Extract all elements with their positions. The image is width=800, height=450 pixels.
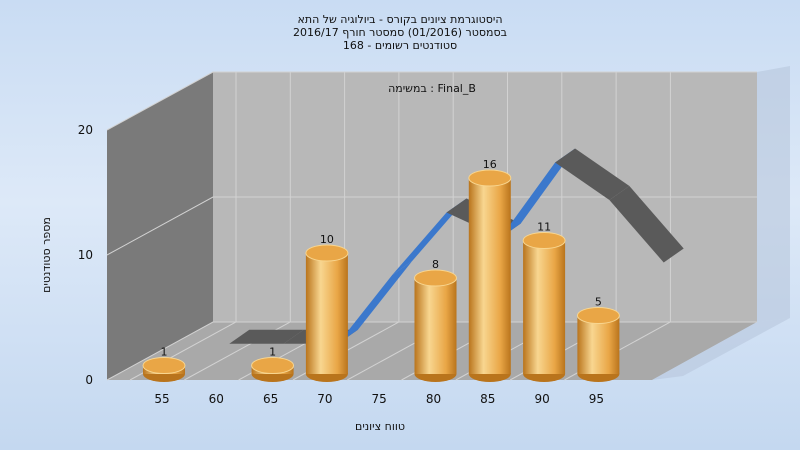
data-label: 1 — [161, 346, 168, 359]
data-label: 8 — [432, 258, 439, 271]
x-tick-label: 60 — [209, 392, 224, 406]
chart-subtitle-students: סטודנטים רשומים - 168 — [343, 39, 457, 52]
x-axis-label: טווח ציונים — [355, 420, 405, 433]
x-tick-label: 75 — [372, 392, 387, 406]
data-label: 1 — [269, 346, 276, 359]
trend-ribbon-segment — [392, 198, 467, 275]
bar-80 — [414, 269, 457, 382]
x-tick-label: 85 — [480, 392, 495, 406]
x-tick-label: 65 — [263, 392, 278, 406]
grid-line-y — [106, 196, 757, 256]
bar-90 — [522, 232, 566, 382]
x-tick-label: 55 — [154, 392, 169, 406]
trend-ribbon-segment — [229, 329, 304, 344]
panel-label: במשימה : Final_B — [388, 82, 476, 95]
trend-ribbon-segment — [500, 148, 576, 238]
grid-line-y — [106, 71, 757, 131]
data-label: 10 — [320, 233, 334, 246]
y-tick-label: 10 — [78, 248, 93, 262]
y-tick-label: 0 — [85, 373, 93, 387]
bar-95 — [576, 307, 620, 382]
data-label: 16 — [483, 158, 497, 171]
y-axis-label: מספר סטודנטים — [40, 217, 53, 293]
bar-70 — [305, 244, 349, 382]
grid-line-y — [106, 321, 757, 381]
bar-85 — [468, 169, 512, 382]
trend-ribbon — [229, 148, 684, 344]
bar-55 — [142, 357, 186, 382]
grid-line-x — [184, 72, 291, 381]
y-tick-label: 20 — [78, 123, 93, 137]
data-label: 5 — [595, 296, 602, 309]
data-label: 11 — [537, 221, 551, 234]
chart-title: היסטוגרמת ציונים בקורס - ביולוגיה של התא — [297, 13, 502, 26]
x-tick-label: 95 — [589, 392, 604, 406]
bars — [142, 169, 620, 382]
trend-ribbon-segment — [609, 186, 684, 263]
chart-subtitle-semester: בסמסטר (01/2016) סמסטר חורף 2016/17 — [293, 26, 507, 39]
right-shadow — [757, 66, 790, 322]
x-tick-label: 80 — [426, 392, 441, 406]
x-tick-label: 70 — [317, 392, 332, 406]
trend-ribbon-segment — [555, 148, 630, 200]
bar-65 — [251, 357, 295, 382]
floor-shadow — [652, 318, 790, 380]
x-tick-label: 90 — [534, 392, 549, 406]
trend-ribbon-segment — [337, 261, 413, 344]
